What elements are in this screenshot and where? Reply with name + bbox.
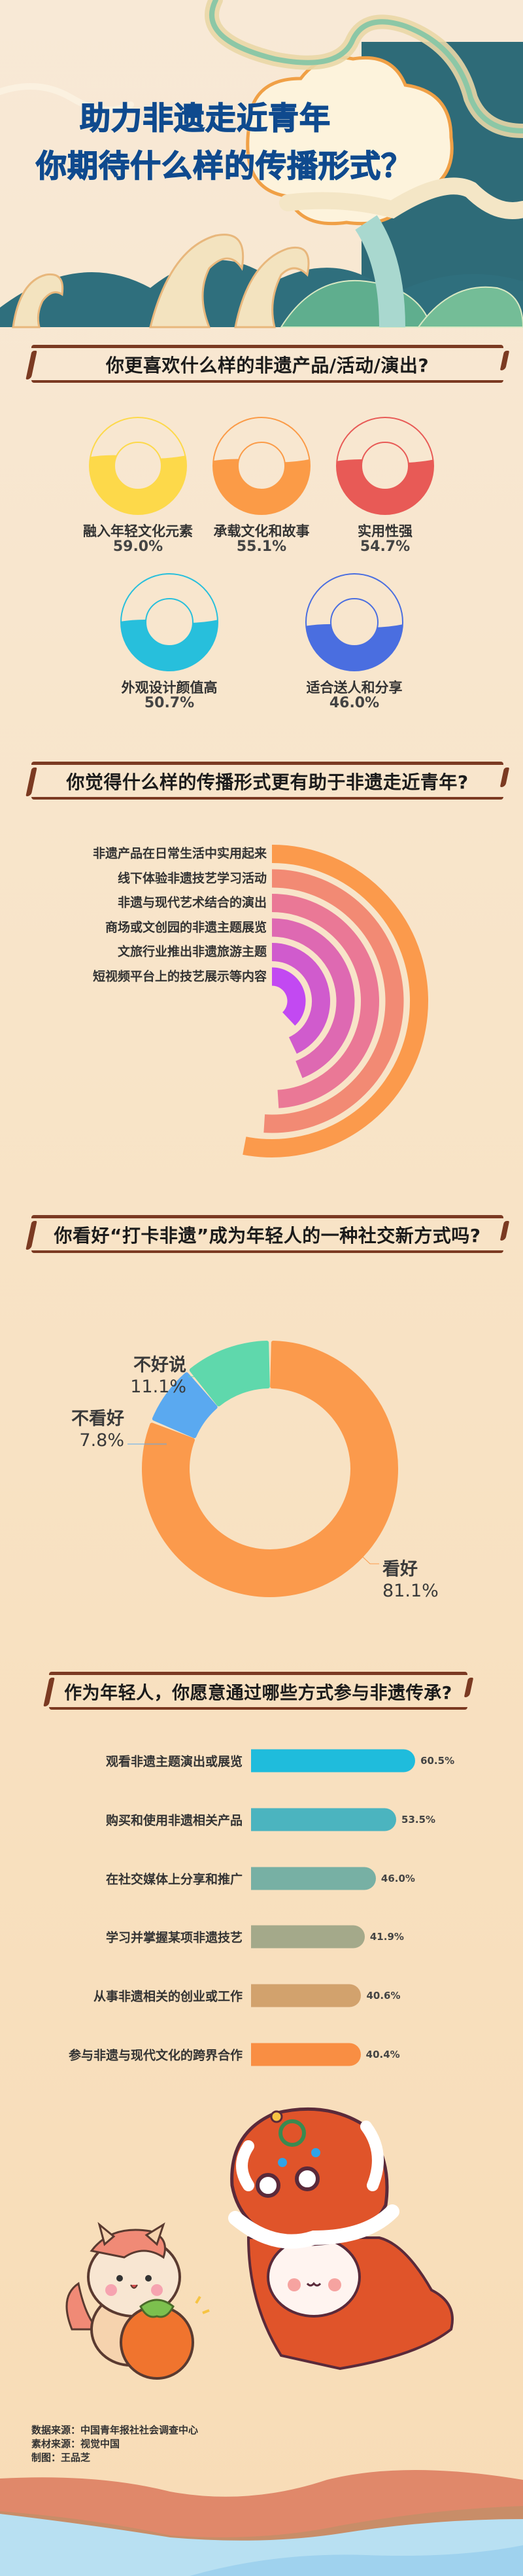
bar-value-label: 60.5%: [420, 1755, 455, 1767]
ring-value-label: 54.7%: [360, 538, 411, 555]
bar-value-label: 40.4%: [365, 2049, 400, 2060]
donut-label-2: 不好说 11.1%: [98, 1354, 186, 1398]
bar-category-label: 购买和使用非遗相关产品: [105, 1813, 243, 1828]
ring-outline: [89, 417, 187, 515]
radial-bar-3: [271, 918, 355, 1078]
ring-category-label: 承载文化和故事: [213, 523, 310, 539]
radial-bar-4: [271, 943, 330, 1054]
section4-title: 作为年轻人，你愿意通过哪些方式参与非遗传承?: [64, 1683, 452, 1703]
donut-value: 81.1%: [382, 1581, 439, 1601]
donut-label-0: 看好 81.1%: [382, 1559, 439, 1602]
radial-bar-0: [243, 845, 428, 1157]
material-source: 素材来源：视觉中国: [31, 2438, 120, 2450]
ring-outline: [212, 417, 311, 515]
section1-title: 你更喜欢什么样的非遗产品/活动/演出?: [105, 354, 430, 376]
ring-3: [120, 573, 218, 671]
radial-bar-label: 商场或文创园的非遗主题展览: [105, 920, 267, 934]
bar-value-label: 46.0%: [380, 1872, 415, 1884]
hero-title-line1: 助力非遗走近青年: [79, 101, 331, 137]
donut-label-1: 不看好 7.8%: [39, 1408, 124, 1451]
bar-category-label: 参与非遗与现代文化的跨界合作: [68, 2048, 243, 2063]
section3-title: 你看好“打卡非遗”成为年轻人的一种社交新方式吗?: [54, 1224, 481, 1246]
design-credit: 制图：王品芝: [31, 2452, 91, 2463]
donut-value: 11.1%: [130, 1377, 186, 1397]
donut-category: 不好说: [133, 1355, 186, 1375]
ring-0: [89, 417, 187, 515]
ring-value-label: 59.0%: [112, 538, 163, 555]
ring-fill: [213, 459, 310, 514]
section4-banner: 作为年轻人，你愿意通过哪些方式参与非遗传承?: [49, 1672, 467, 1710]
bar-category-label: 在社交媒体上分享和推广: [105, 1872, 243, 1887]
leader-line: [345, 1540, 379, 1564]
bar-3: [251, 1925, 365, 1949]
bar-5: [251, 2043, 361, 2066]
donut-segment-2: [189, 1341, 270, 1407]
bar-2: [251, 1867, 376, 1890]
donut-segment-1: [152, 1372, 218, 1438]
section2-title: 你觉得什么样的传播形式更有助于非遗走近青年?: [66, 771, 469, 793]
radial-bar-label: 线下体验非遗技艺学习活动: [117, 871, 267, 885]
bar-4: [251, 1984, 362, 2007]
ring-category-label: 适合送人和分享: [306, 680, 403, 696]
data-source: 数据来源：中国青年报社社会调查中心: [31, 2424, 199, 2436]
radial-bar-label: 非遗与现代艺术结合的演出: [117, 895, 267, 910]
donut-segment-0: [142, 1341, 398, 1597]
ring-category-label: 融入年轻文化元素: [83, 523, 193, 539]
bar-1: [251, 1808, 397, 1831]
donut-value: 7.8%: [79, 1430, 124, 1451]
ring-outline: [305, 573, 403, 671]
ring-inner-outline: [361, 442, 409, 490]
header-illustration: [0, 0, 523, 328]
ring-2: [336, 417, 434, 515]
section2-banner: 你觉得什么样的传播形式更有助于非遗走近青年?: [31, 762, 503, 800]
bar-category-label: 学习并掌握某项非遗技艺: [105, 1930, 243, 1945]
ring-inner-outline: [145, 598, 194, 646]
radial-bar-5: [271, 967, 306, 1026]
ring-inner-outline: [114, 442, 162, 490]
bar-category-label: 观看非遗主题演出或展览: [105, 1754, 243, 1769]
ring-outline: [120, 573, 218, 671]
section3-banner: 你看好“打卡非遗”成为年轻人的一种社交新方式吗?: [31, 1215, 503, 1253]
ring-outline: [336, 417, 434, 515]
section1-banner: 你更喜欢什么样的非遗产品/活动/演出?: [31, 345, 503, 383]
ring-value-label: 55.1%: [236, 538, 287, 555]
bar-value-label: 41.9%: [369, 1931, 404, 1943]
ring-inner-outline: [237, 442, 286, 490]
ring-fill: [337, 459, 433, 514]
bar-value-label: 40.6%: [366, 1990, 401, 2002]
ring-category-label: 外观设计颜值高: [121, 680, 218, 696]
radial-bar-label: 非遗产品在日常生活中实用起来: [92, 846, 267, 861]
ring-category-label: 实用性强: [358, 523, 413, 539]
hero-title-line2: 你期待什么样的传播形式？: [35, 149, 413, 185]
radial-bar-1: [263, 869, 404, 1133]
ring-fill: [306, 624, 403, 671]
donut-category: 不看好: [71, 1409, 124, 1429]
ring-fill: [121, 619, 218, 671]
radial-bar-label: 短视频平台上的技艺展示等内容: [92, 969, 267, 983]
leader-line: [188, 1376, 226, 1390]
ring-fill: [90, 455, 186, 514]
ring-value-label: 46.0%: [329, 695, 380, 711]
ring-value-label: 50.7%: [144, 695, 195, 711]
radial-bar-2: [271, 894, 379, 1108]
bar-category-label: 从事非遗相关的创业或工作: [93, 1989, 243, 2004]
ring-inner-outline: [330, 598, 379, 646]
donut-category: 看好: [382, 1559, 418, 1579]
ring-1: [212, 417, 311, 515]
radial-bar-label: 文旅行业推出非遗旅游主题: [117, 944, 267, 959]
ring-4: [305, 573, 403, 671]
bar-value-label: 53.5%: [401, 1813, 436, 1826]
bar-0: [251, 1749, 416, 1773]
